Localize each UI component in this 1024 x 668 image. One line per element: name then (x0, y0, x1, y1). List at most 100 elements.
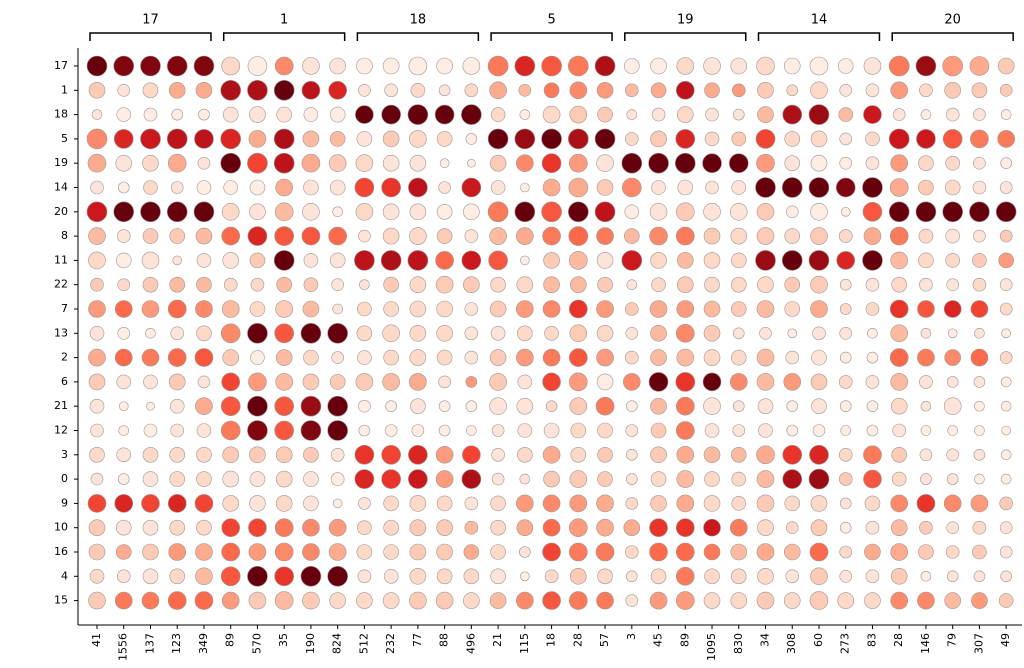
dot (303, 253, 319, 268)
dot (920, 425, 932, 436)
dot (783, 592, 801, 609)
x-tick-label: 28 (571, 633, 584, 647)
dot (519, 546, 531, 558)
dot (863, 105, 882, 124)
dot (650, 397, 667, 415)
dot (890, 567, 908, 585)
dot (247, 80, 268, 101)
dot (488, 250, 508, 271)
dot (171, 108, 184, 121)
dot (142, 446, 159, 463)
dot (301, 226, 321, 246)
dot (274, 396, 294, 417)
x-tick-label: 18 (545, 633, 558, 647)
dot (756, 470, 775, 488)
dot (436, 519, 453, 537)
dot (676, 276, 694, 294)
dot (730, 57, 748, 75)
dot (489, 81, 507, 100)
dot (974, 327, 985, 339)
dot (865, 569, 880, 584)
dot (703, 543, 721, 561)
dot (113, 55, 135, 77)
dot (90, 277, 104, 292)
dot (87, 153, 107, 173)
dot (999, 302, 1013, 316)
dot (117, 326, 131, 340)
x-tick-label: 123 (170, 633, 183, 654)
dot (172, 255, 183, 266)
dot (756, 56, 775, 76)
dot (118, 401, 129, 412)
dot (435, 275, 454, 294)
x-tick-label: 1556 (117, 633, 130, 661)
group-label: 19 (677, 13, 694, 28)
dot (969, 201, 990, 223)
dot (782, 104, 803, 125)
dot (407, 104, 429, 125)
dot (759, 326, 772, 340)
dot (140, 201, 161, 223)
dot (703, 349, 721, 366)
dot (435, 445, 454, 464)
dot (946, 570, 959, 583)
dot (90, 472, 104, 486)
dot (463, 592, 480, 609)
x-tick-label: 137 (143, 633, 156, 654)
dot (142, 471, 159, 487)
dot (892, 108, 906, 121)
dot (918, 252, 934, 269)
dot (247, 565, 268, 587)
y-tick-label: 5 (61, 132, 68, 145)
dot (569, 153, 588, 173)
dot (809, 56, 829, 76)
dot (436, 324, 453, 342)
dot (545, 400, 558, 413)
dot (465, 400, 478, 413)
dot (890, 373, 909, 391)
dot (650, 422, 667, 439)
dot (194, 129, 214, 149)
dot (839, 326, 853, 340)
dot (597, 422, 613, 439)
dot (328, 543, 347, 561)
dot (862, 177, 883, 198)
dot (625, 594, 639, 607)
dot (354, 444, 375, 465)
dot (117, 473, 130, 485)
dot (409, 276, 427, 294)
dot (193, 201, 215, 223)
dot (784, 155, 801, 171)
dot (463, 276, 480, 294)
dot (141, 251, 160, 270)
dot (380, 250, 402, 271)
dot (273, 80, 295, 101)
dot (248, 591, 267, 610)
dot (118, 425, 130, 436)
dot (730, 592, 748, 609)
group-bracket (891, 32, 1014, 41)
dot (89, 398, 105, 414)
dot (222, 349, 239, 366)
dot (730, 301, 747, 317)
dot (597, 471, 613, 487)
y-tick-label: 19 (54, 156, 68, 169)
dot (328, 154, 347, 172)
dot (947, 425, 958, 436)
dot (491, 447, 505, 462)
dot (945, 228, 960, 244)
dot (409, 543, 427, 561)
dot (839, 400, 852, 413)
dot (864, 495, 881, 512)
dot (756, 348, 775, 367)
dot (839, 84, 853, 97)
dot (382, 130, 400, 148)
dot (167, 591, 187, 610)
dot (223, 180, 238, 195)
dot (703, 446, 721, 464)
dot (166, 128, 188, 150)
dot (974, 400, 985, 412)
dot (704, 131, 720, 147)
dot (434, 104, 455, 125)
dot (356, 544, 373, 560)
